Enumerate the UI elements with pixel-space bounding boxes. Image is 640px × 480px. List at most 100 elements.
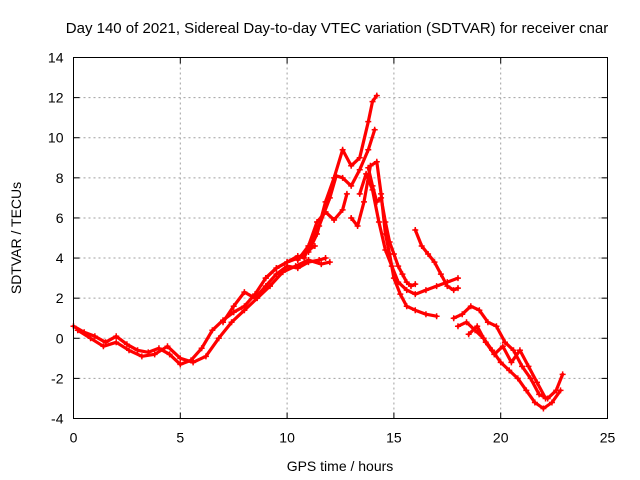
- data-point: [395, 279, 402, 286]
- data-point: [412, 307, 419, 314]
- data-point: [356, 190, 363, 197]
- data-point: [508, 359, 515, 366]
- data-point: [318, 261, 325, 268]
- data-point: [444, 283, 451, 290]
- axis-ticks: 0 5 10 15 20 25 -4 -2 0 2 4 6 8 10 12 14: [48, 50, 616, 446]
- data-point: [369, 98, 376, 105]
- data-point: [433, 313, 440, 320]
- data-point: [177, 361, 184, 368]
- y-tick-label: 6: [56, 210, 64, 226]
- data-point: [74, 327, 81, 334]
- data-point: [228, 319, 235, 326]
- y-tick-label: 4: [56, 250, 64, 266]
- data-point: [113, 339, 120, 346]
- data-point: [273, 265, 280, 272]
- data-point: [474, 323, 481, 330]
- series-line-track-4: [264, 192, 349, 280]
- data-point: [322, 255, 329, 262]
- plot-frame: [73, 57, 608, 419]
- data-point: [548, 399, 555, 406]
- data-point: [433, 283, 440, 290]
- data-point: [422, 287, 429, 294]
- y-tick-label: -4: [51, 411, 64, 427]
- data-point: [519, 363, 526, 370]
- data-point: [262, 275, 269, 282]
- data-point: [215, 335, 222, 342]
- data-point: [557, 387, 564, 394]
- data-point: [220, 319, 227, 326]
- data-point: [491, 351, 498, 358]
- y-tick-label: -2: [51, 370, 64, 386]
- data-point: [527, 375, 534, 382]
- data-point: [382, 247, 389, 254]
- data-point: [177, 355, 184, 362]
- data-point: [422, 311, 429, 318]
- series-line-track-1: [71, 244, 317, 366]
- data-point: [348, 182, 355, 189]
- data-point: [365, 118, 372, 125]
- data-point: [356, 154, 363, 161]
- data-series: [70, 92, 566, 412]
- data-point: [403, 303, 410, 310]
- data-point: [252, 295, 259, 302]
- data-point: [395, 263, 402, 270]
- data-point: [373, 158, 380, 165]
- y-tick-label: 12: [48, 90, 64, 106]
- data-point: [198, 345, 205, 352]
- y-tick-label: 8: [56, 170, 64, 186]
- series-line-track-13: [467, 324, 548, 400]
- data-point: [476, 307, 483, 314]
- data-point: [348, 214, 355, 221]
- data-point: [230, 303, 237, 310]
- data-point: [209, 327, 216, 334]
- data-point: [373, 92, 380, 99]
- data-point: [273, 271, 280, 278]
- data-point: [123, 341, 130, 348]
- data-point: [506, 367, 513, 374]
- data-point: [523, 387, 530, 394]
- data-point: [331, 216, 338, 223]
- data-point: [284, 259, 291, 266]
- data-point: [373, 198, 380, 205]
- data-point: [354, 222, 361, 229]
- y-tick-label: 2: [56, 290, 64, 306]
- data-point: [536, 391, 543, 398]
- data-point: [241, 307, 248, 314]
- data-point: [322, 198, 329, 205]
- data-point: [331, 174, 338, 181]
- data-point: [390, 251, 397, 258]
- data-point: [369, 182, 376, 189]
- data-point: [501, 339, 508, 346]
- y-tick-label: 14: [48, 50, 64, 66]
- data-point: [412, 281, 419, 288]
- data-point: [339, 206, 346, 213]
- data-point: [493, 323, 500, 330]
- y-tick-label: 0: [56, 330, 64, 346]
- data-point: [403, 279, 410, 286]
- x-tick-label: 20: [493, 430, 509, 446]
- data-point: [459, 311, 466, 318]
- data-point: [190, 359, 197, 366]
- data-point: [454, 285, 461, 292]
- data-point: [326, 259, 333, 266]
- data-point: [437, 271, 444, 278]
- data-point: [431, 259, 438, 266]
- data-point: [294, 265, 301, 272]
- series-line-track-11: [452, 304, 565, 400]
- data-point: [386, 239, 393, 246]
- data-point: [482, 339, 489, 346]
- data-point: [399, 271, 406, 278]
- data-point: [403, 287, 410, 294]
- data-point: [301, 255, 308, 262]
- data-point: [365, 164, 372, 171]
- data-point: [166, 351, 173, 358]
- data-point: [531, 399, 538, 406]
- data-point: [463, 319, 470, 326]
- data-point: [382, 218, 389, 225]
- data-point: [164, 343, 171, 350]
- data-point: [388, 263, 395, 270]
- x-tick-label: 10: [279, 430, 295, 446]
- data-point: [241, 289, 248, 296]
- data-point: [339, 174, 346, 181]
- data-point: [465, 331, 472, 338]
